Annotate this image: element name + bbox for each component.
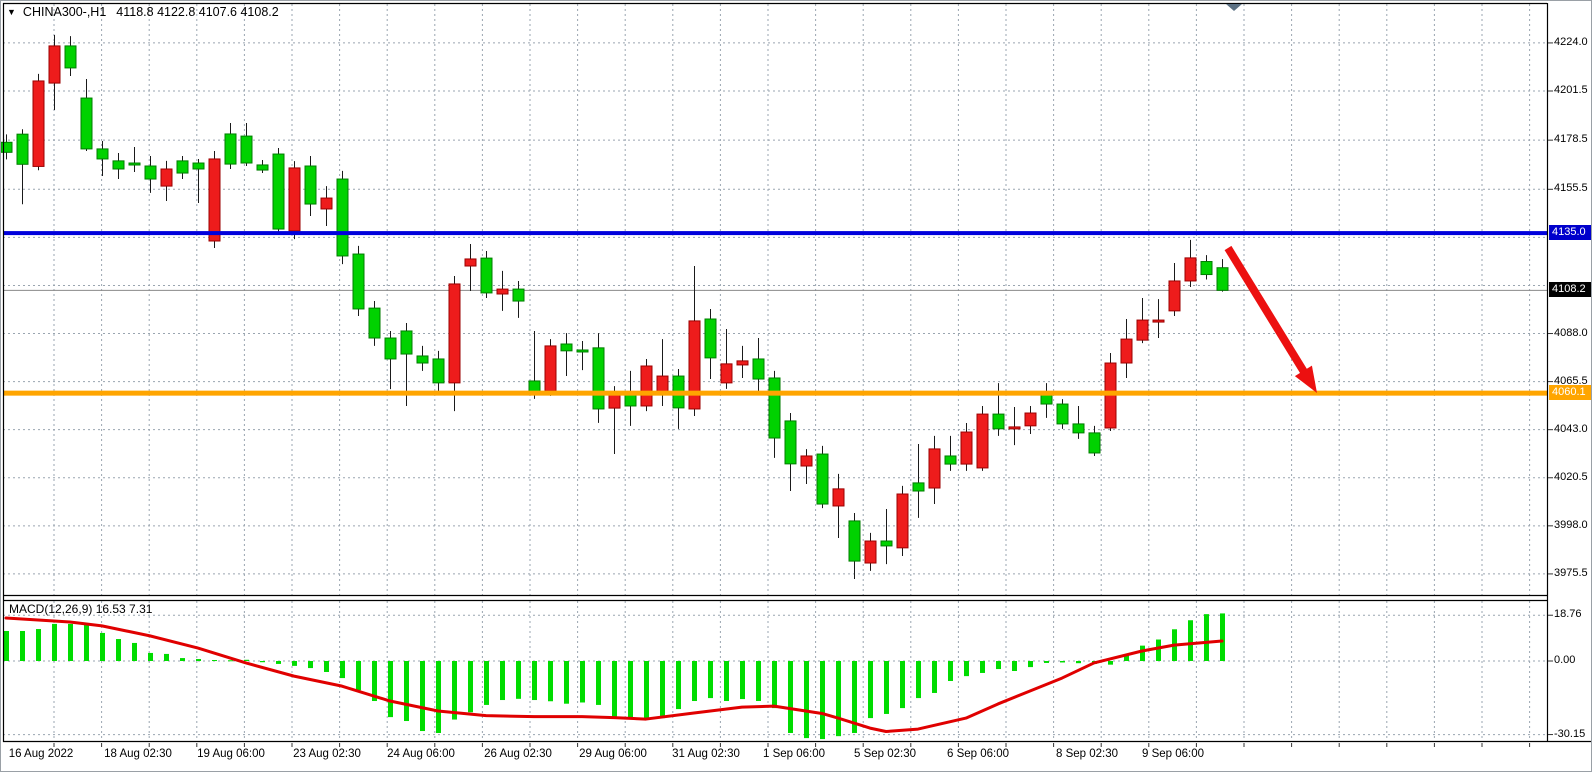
time-axis-label[interactable]: 16 Aug 2022 bbox=[8, 748, 74, 760]
price-axis-label: 4155.5 bbox=[1554, 182, 1588, 195]
ohlc-values: 4118.8 4122.8 4107.6 4108.2 bbox=[116, 5, 279, 19]
symbol-dropdown-icon[interactable]: ▼ bbox=[7, 7, 16, 17]
macd-axis-label: 18.76 bbox=[1554, 608, 1582, 621]
time-axis-label[interactable]: 9 Sep 06:00 bbox=[1141, 748, 1205, 760]
orange-support-line[interactable] bbox=[3, 390, 1547, 396]
price-axis-label: 4065.5 bbox=[1554, 374, 1588, 387]
trend-arrow-head bbox=[1294, 365, 1317, 393]
price-badge-4060.1: 4060.1 bbox=[1549, 385, 1591, 401]
price-axis-label: 4224.0 bbox=[1554, 35, 1588, 48]
macd-indicator-label: MACD(12,26,9) 16.53 7.31 bbox=[9, 602, 153, 616]
macd-axis-label: 0.00 bbox=[1554, 654, 1576, 666]
price-axis-ticks bbox=[1548, 42, 1553, 736]
price-axis-label: 4043.0 bbox=[1554, 422, 1588, 435]
trend-arrow-line[interactable] bbox=[1224, 245, 1311, 380]
time-axis-label[interactable]: 18 Aug 02:30 bbox=[104, 748, 172, 760]
chart-title: ▼ CHINA300-,H1 4118.8 4122.8 4107.6 4108.2 bbox=[7, 5, 279, 19]
price-badge-4108.2: 4108.2 bbox=[1549, 282, 1591, 298]
time-axis-label[interactable]: 19 Aug 06:00 bbox=[197, 748, 265, 760]
price-axis-label: 4088.0 bbox=[1554, 326, 1588, 339]
time-axis-label[interactable]: 8 Sep 02:30 bbox=[1055, 748, 1119, 760]
macd-axis-label: -30.15 bbox=[1554, 727, 1586, 740]
time-axis-label[interactable]: 5 Sep 02:30 bbox=[853, 748, 917, 760]
price-axis-label: 3998.0 bbox=[1554, 518, 1588, 531]
time-axis-label[interactable]: 23 Aug 02:30 bbox=[293, 748, 361, 760]
price-axis-label: 4178.5 bbox=[1554, 133, 1588, 146]
time-axis-label[interactable]: 31 Aug 02:30 bbox=[672, 748, 740, 760]
scroll-to-end-marker[interactable] bbox=[1226, 4, 1242, 11]
time-axis-label[interactable]: 26 Aug 02:30 bbox=[484, 748, 552, 760]
time-axis-label[interactable]: 29 Aug 06:00 bbox=[579, 748, 647, 760]
price-axis-label: 4201.5 bbox=[1554, 84, 1588, 96]
macd-panel bbox=[4, 613, 1225, 740]
time-axis-label[interactable]: 24 Aug 06:00 bbox=[387, 748, 455, 760]
price-axis-label: 4020.5 bbox=[1554, 470, 1588, 483]
blue-resistance-line[interactable] bbox=[3, 231, 1547, 236]
time-axis-label[interactable]: 6 Sep 06:00 bbox=[946, 748, 1010, 760]
symbol-timeframe: CHINA300-,H1 bbox=[22, 5, 107, 19]
time-axis-label[interactable]: 1 Sep 06:00 bbox=[762, 748, 826, 760]
price-axis-label: 3975.5 bbox=[1554, 566, 1588, 579]
candles bbox=[1, 35, 1229, 580]
panel-frames bbox=[2, 2, 1591, 743]
price-badge-4135.0: 4135.0 bbox=[1549, 225, 1591, 241]
